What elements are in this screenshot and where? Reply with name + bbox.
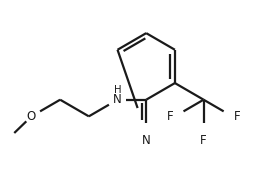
Text: O: O bbox=[27, 110, 36, 123]
Text: F: F bbox=[167, 110, 174, 123]
Text: H: H bbox=[114, 85, 121, 95]
Text: F: F bbox=[233, 110, 240, 123]
Text: N: N bbox=[113, 93, 122, 106]
Text: N: N bbox=[142, 134, 151, 147]
Text: F: F bbox=[200, 134, 207, 147]
